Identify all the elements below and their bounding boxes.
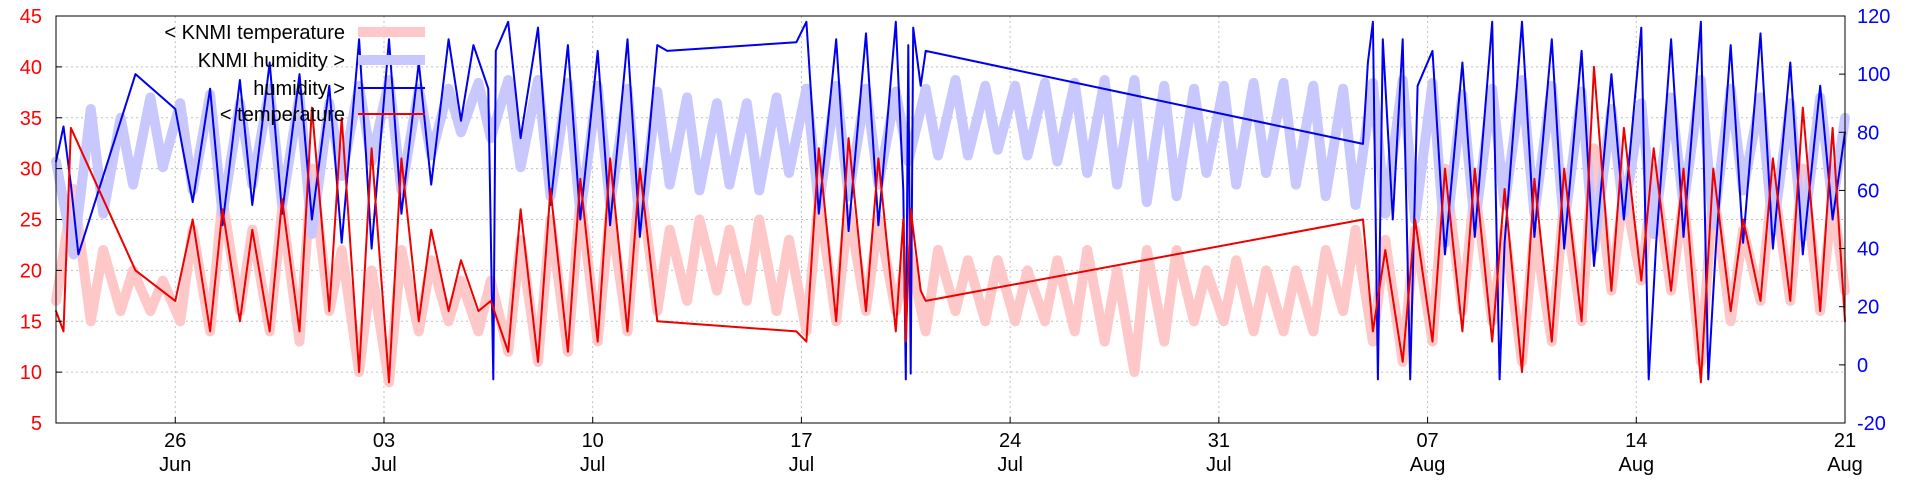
x-tick-month-label: Jun (159, 454, 191, 476)
legend-label: < temperature (220, 104, 345, 126)
x-tick-month-label: Aug (1827, 454, 1863, 476)
x-axis-ticks: 26Jun03Jul10Jul17Jul24Jul31Jul07Aug14Aug… (159, 417, 1863, 476)
left-tick-label: 10 (20, 362, 42, 384)
x-tick-month-label: Jul (371, 454, 397, 476)
x-tick-month-label: Jul (580, 454, 606, 476)
left-tick-label: 35 (20, 108, 42, 130)
x-tick-day-label: 21 (1834, 430, 1856, 452)
left-tick-label: 20 (20, 260, 42, 282)
x-tick-day-label: 14 (1625, 430, 1647, 452)
x-tick-day-label: 26 (164, 430, 186, 452)
left-axis-ticks: 5 10 15 20 25 30 35 40 45 (20, 6, 62, 435)
x-tick-month-label: Aug (1618, 454, 1654, 476)
legend-label: KNMI humidity > (198, 50, 345, 72)
x-tick-month-label: Jul (1206, 454, 1232, 476)
right-tick-label: -20 (1857, 413, 1886, 435)
knmi-humidity-line (51, 75, 1850, 260)
left-tick-label: 45 (20, 6, 42, 28)
x-tick-month-label: Jul (789, 454, 815, 476)
right-tick-label: 0 (1857, 355, 1868, 377)
knmi-temperature-line (51, 143, 1850, 388)
x-tick-day-label: 24 (999, 430, 1021, 452)
humidity-line (55, 20, 1846, 381)
legend-label: < KNMI temperature (164, 22, 345, 44)
x-tick-day-label: 07 (1416, 430, 1438, 452)
plot-series (51, 20, 1850, 388)
left-tick-label: 5 (31, 413, 42, 435)
left-tick-label: 40 (20, 57, 42, 79)
x-tick-day-label: 17 (790, 430, 812, 452)
left-tick-label: 30 (20, 159, 42, 181)
right-tick-label: 80 (1857, 122, 1879, 144)
x-tick-day-label: 31 (1208, 430, 1230, 452)
left-tick-label: 15 (20, 311, 42, 333)
right-tick-label: 20 (1857, 297, 1879, 319)
right-tick-label: 100 (1857, 64, 1890, 86)
x-tick-month-label: Aug (1410, 454, 1446, 476)
legend: < KNMI temperature KNMI humidity > humidit… (164, 22, 425, 126)
right-axis-ticks: -20 0 20 40 60 80 100 120 (1839, 6, 1890, 435)
legend-label: humidity > (253, 78, 345, 100)
x-tick-month-label: Jul (997, 454, 1023, 476)
right-tick-label: 120 (1857, 6, 1890, 28)
x-tick-day-label: 10 (582, 430, 604, 452)
right-tick-label: 60 (1857, 180, 1879, 202)
left-tick-label: 25 (20, 210, 42, 232)
right-tick-label: 40 (1857, 239, 1879, 261)
x-tick-day-label: 03 (373, 430, 395, 452)
temperature-line (55, 65, 1846, 384)
